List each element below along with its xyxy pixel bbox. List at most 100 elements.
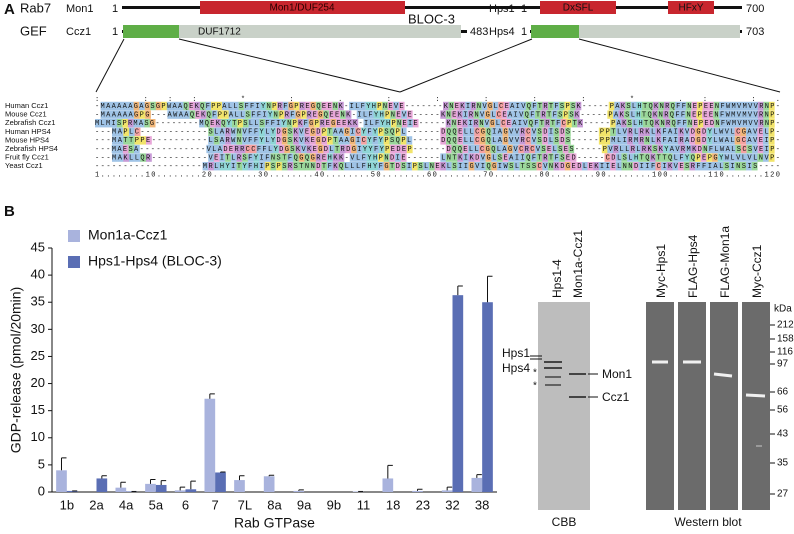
residue-shade bbox=[332, 101, 339, 111]
residue-shade bbox=[522, 119, 529, 128]
residue-shade bbox=[674, 110, 680, 119]
residue-shade bbox=[242, 153, 249, 162]
legend-swatch bbox=[68, 230, 80, 242]
residue-shade bbox=[457, 127, 464, 136]
residue-shade bbox=[355, 162, 362, 171]
residue-shade bbox=[555, 119, 561, 128]
error-bar bbox=[476, 474, 482, 478]
residue-shade bbox=[627, 127, 634, 136]
error-bar bbox=[387, 464, 393, 479]
residue-shade bbox=[661, 153, 667, 162]
residue-shade bbox=[663, 101, 670, 111]
residue-shade bbox=[100, 110, 107, 119]
residue-shade bbox=[649, 127, 656, 136]
residue-shade bbox=[751, 162, 758, 171]
residue-shade bbox=[751, 127, 758, 136]
residue-shade bbox=[345, 110, 352, 119]
residue-shade bbox=[390, 144, 396, 154]
residue-shade bbox=[208, 127, 215, 136]
residue-shade bbox=[304, 136, 311, 145]
residue-shade bbox=[321, 127, 328, 136]
residue-shade bbox=[312, 110, 318, 119]
domain-box bbox=[540, 1, 616, 14]
residue-shade bbox=[542, 153, 549, 162]
residue-shade bbox=[378, 127, 384, 136]
residue-shade bbox=[213, 136, 220, 145]
residue-shade bbox=[259, 162, 266, 171]
residue-shade bbox=[123, 153, 130, 162]
band-label: * bbox=[533, 381, 537, 392]
residue-shade bbox=[238, 101, 245, 111]
residue-shade bbox=[289, 144, 296, 154]
residue-shade bbox=[763, 119, 770, 128]
residue-shade bbox=[476, 101, 482, 111]
residue-shade bbox=[712, 153, 718, 162]
residue-shade bbox=[281, 119, 287, 128]
residue-shade bbox=[736, 119, 742, 128]
residue-shade bbox=[217, 144, 224, 154]
protein-end: 703 bbox=[746, 26, 764, 38]
residue-shade bbox=[128, 110, 135, 119]
residue-shade bbox=[395, 136, 401, 145]
residue-shade bbox=[383, 162, 390, 171]
residue-shade bbox=[462, 119, 468, 128]
residue-shade bbox=[719, 101, 725, 111]
residue-shade bbox=[253, 162, 260, 171]
band-pointers bbox=[530, 355, 598, 398]
residue-shade bbox=[691, 101, 698, 111]
residue-shade bbox=[632, 136, 639, 145]
x-tick-label: 1b bbox=[60, 497, 74, 512]
residue-shade bbox=[730, 119, 737, 128]
residue-shade bbox=[717, 127, 724, 136]
residue-shade bbox=[557, 144, 564, 154]
residue-shade bbox=[167, 110, 174, 119]
residue-shade bbox=[508, 136, 515, 145]
residue-shade bbox=[221, 119, 227, 128]
error-bar bbox=[446, 486, 453, 491]
residue-shade bbox=[445, 144, 452, 154]
residue-shade bbox=[270, 153, 277, 162]
residue-shade bbox=[259, 119, 266, 128]
y-tick-label: 30 bbox=[31, 321, 45, 336]
residue-shade bbox=[564, 101, 571, 111]
residue-shade bbox=[310, 153, 316, 162]
residue-shade bbox=[189, 110, 196, 119]
marker-label: 35 bbox=[777, 458, 789, 469]
residue-shade bbox=[468, 127, 475, 136]
residue-shade bbox=[513, 153, 520, 162]
bar bbox=[174, 490, 186, 492]
residue-shade bbox=[213, 127, 220, 136]
residue-shade bbox=[496, 162, 503, 171]
residue-shade bbox=[332, 127, 339, 136]
residue-shade bbox=[626, 119, 633, 128]
residue-shade bbox=[122, 119, 129, 128]
residue-shade bbox=[215, 119, 222, 128]
residue-shade bbox=[395, 127, 401, 136]
residue-shade bbox=[696, 110, 703, 119]
residue-shade bbox=[462, 136, 469, 145]
residue-shade bbox=[398, 101, 405, 111]
x-tick-label: 11 bbox=[357, 497, 371, 512]
residue-shade bbox=[400, 153, 407, 162]
residue-shade bbox=[321, 101, 328, 111]
residue-shade bbox=[525, 136, 532, 145]
residue-shade bbox=[138, 119, 145, 128]
residue-shade bbox=[734, 136, 741, 145]
residue-shade bbox=[434, 162, 441, 171]
residue-shade bbox=[712, 127, 718, 136]
marker-label: 116 bbox=[777, 347, 793, 358]
residue-shade bbox=[752, 119, 759, 128]
residue-shade bbox=[128, 144, 135, 154]
sequence: ---MAESA------------VLADERRCCFFLYDGSKVKE… bbox=[95, 146, 780, 154]
residue-shade bbox=[284, 144, 291, 154]
residue-shade bbox=[172, 101, 179, 111]
residue-shade bbox=[393, 101, 400, 111]
residue-shade bbox=[396, 119, 403, 128]
residue-shade bbox=[351, 144, 357, 154]
residue-shade bbox=[376, 101, 383, 111]
x-tick-label: 5a bbox=[149, 497, 164, 512]
residue-shade bbox=[768, 153, 775, 162]
protein-start: 1 bbox=[521, 26, 527, 38]
residue-shade bbox=[659, 119, 666, 128]
residue-shade bbox=[395, 110, 402, 119]
